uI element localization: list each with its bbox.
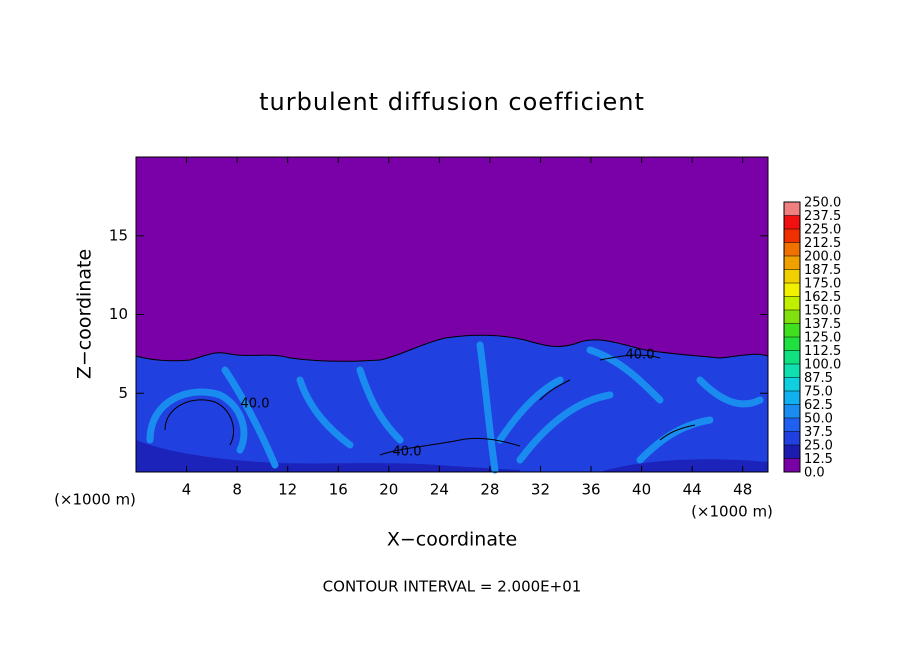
colorbar-label: 137.5 [804,317,841,332]
x-tick-label: 48 [733,481,752,499]
colorbar-band [784,283,800,297]
colorbar-band [784,256,800,270]
colorbar-label: 237.5 [804,209,841,224]
colorbar-label: 100.0 [804,358,841,373]
y-axis-label: Z−coordinate [74,249,96,379]
colorbar-band [784,337,800,351]
field-region [135,334,769,473]
colorbar-band [784,391,800,405]
colorbar-band [784,350,800,364]
colorbar-band [784,364,800,378]
colorbar-band [784,296,800,310]
colorbar-label: 25.0 [804,439,833,454]
x-tick-label: 44 [683,481,702,499]
colorbar-band [784,404,800,418]
colorbar-band [784,269,800,283]
colorbar-label: 125.0 [804,331,841,346]
colorbar-label: 50.0 [804,412,833,427]
colorbar-band [784,215,800,229]
contour-field [135,157,769,474]
x-tick-label: 32 [531,481,550,499]
x-unit-label: (×1000 m) [691,503,773,521]
colorbar-band [784,229,800,243]
colorbar-label: 0.0 [804,466,825,481]
colorbar-label: 175.0 [804,277,841,292]
colorbar-band [784,242,800,256]
colorbar-band [784,377,800,391]
colorbar-label: 250.0 [804,196,841,211]
colorbar-label: 225.0 [804,223,841,238]
x-tick-label: 28 [480,481,499,499]
colorbar-label: 187.5 [804,263,841,278]
colorbar-band [784,323,800,337]
colorbar-label: 212.5 [804,236,841,251]
x-tick-label: 20 [379,481,398,499]
colorbar-label: 37.5 [804,425,833,440]
colorbar-band [784,202,800,216]
contour-label: 40.0 [241,397,270,412]
x-tick-label: 16 [329,481,348,499]
colorbar-band [784,431,800,445]
colorbar-label: 62.5 [804,398,833,413]
x-tick-label: 4 [182,481,192,499]
colorbar-label: 112.5 [804,344,841,359]
x-tick-label: 8 [232,481,242,499]
colorbar-label: 75.0 [804,385,833,400]
colorbar-band [784,418,800,432]
x-tick-label: 24 [430,481,449,499]
colorbar-label: 150.0 [804,304,841,319]
contour-label: 40.0 [626,348,655,363]
colorbar-label: 12.5 [804,452,833,467]
colorbar-label: 87.5 [804,371,833,386]
y-tick-label: 10 [109,305,128,323]
x-unit-label: (×1000 m) [54,491,136,509]
y-tick-label: 15 [109,226,128,244]
contour-label: 40.0 [393,445,422,460]
x-tick-label: 40 [632,481,651,499]
y-tick-label: 5 [118,384,128,402]
colorbar-label: 162.5 [804,290,841,305]
field-streaks [146,341,764,474]
x-axis-label: X−coordinate [387,529,517,551]
colorbar-band [784,445,800,459]
field-low [136,440,768,472]
colorbar-band [784,310,800,324]
colorbar-label: 200.0 [804,250,841,265]
field-contours [164,354,696,456]
chart-title: turbulent diffusion coefficient [259,88,645,116]
x-tick-label: 12 [278,481,297,499]
footer-note: CONTOUR INTERVAL = 2.000E+01 [323,578,582,596]
colorbar-band [784,458,800,472]
x-tick-label: 36 [581,481,600,499]
